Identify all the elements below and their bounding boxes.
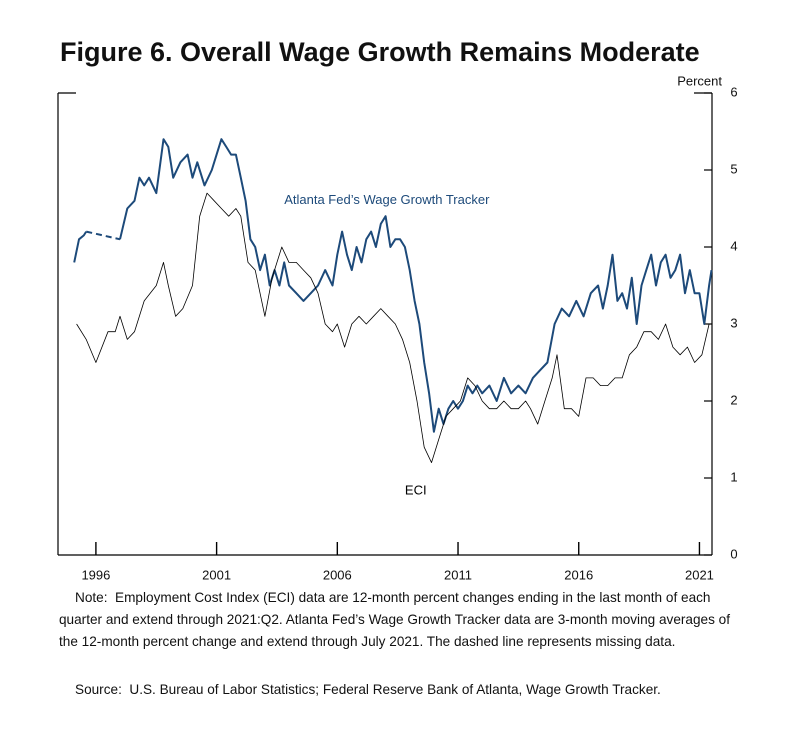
x-tick-label: 2006 — [323, 567, 352, 582]
series-line — [76, 192, 710, 463]
frame — [57, 92, 713, 556]
note: Note: Employment Cost Index (ECI) data a… — [59, 590, 731, 649]
source: Source: U.S. Bureau of Labor Statistics;… — [75, 682, 661, 697]
y-tick-label: 4 — [730, 238, 737, 253]
x-tick-label: 2016 — [564, 567, 593, 582]
chart-title: Figure 6. Overall Wage Growth Remains Mo… — [60, 37, 700, 67]
x-tick-label: 1996 — [81, 567, 110, 582]
x-tick-label: 2011 — [444, 567, 472, 582]
y-tick-label: 3 — [730, 315, 737, 330]
series-line — [119, 138, 713, 433]
y-tick-label: 6 — [730, 84, 737, 99]
y-tick-label: 1 — [730, 469, 737, 484]
annotation: Atlanta Fed’s Wage Growth Tracker — [284, 192, 490, 207]
y-axis-label: Percent — [677, 73, 722, 88]
series-line — [73, 231, 88, 263]
annotation: ECI — [405, 483, 427, 498]
missing-data-dash — [86, 230, 121, 241]
chart: Figure 6. Overall Wage Growth Remains Mo… — [57, 37, 738, 582]
y-tick-label: 5 — [730, 161, 737, 176]
x-tick-label: 2021 — [685, 567, 714, 582]
y-tick-label: 0 — [730, 546, 737, 561]
y-tick-label: 2 — [730, 392, 737, 407]
x-tick-label: 2001 — [202, 567, 231, 582]
